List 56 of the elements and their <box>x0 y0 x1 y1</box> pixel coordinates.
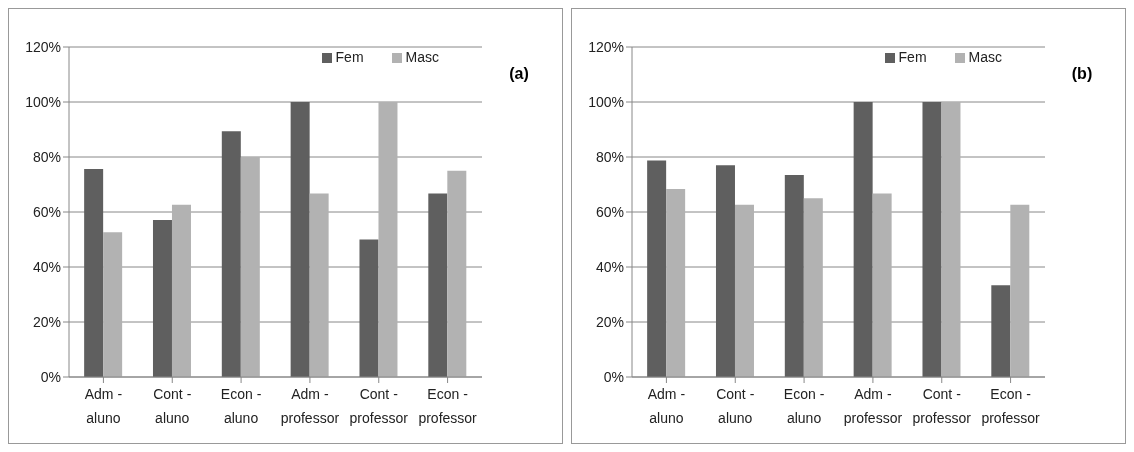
bar <box>991 285 1011 377</box>
bar <box>734 204 754 377</box>
y-tick-label: 20% <box>32 313 61 330</box>
bar <box>1010 204 1030 377</box>
x-tick-label: Adm - professor <box>280 386 340 426</box>
bar <box>447 170 467 377</box>
y-tick-label: 0% <box>603 368 624 385</box>
y-tick-label: 80% <box>32 148 61 165</box>
legend-label: Fem <box>898 49 927 65</box>
bar <box>171 204 191 377</box>
bar <box>647 160 667 377</box>
bar <box>428 193 448 377</box>
y-tick-label: 60% <box>32 203 61 220</box>
y-tick-label: 100% <box>25 93 61 110</box>
y-tick-label: 0% <box>40 368 61 385</box>
bar <box>922 102 942 377</box>
legend-label: Fem <box>335 49 364 65</box>
bar <box>715 165 735 377</box>
y-tick-label: 60% <box>595 203 624 220</box>
x-tick-label: Adm - aluno <box>84 386 123 426</box>
bar <box>84 169 104 377</box>
y-tick-label: 120% <box>25 38 61 55</box>
x-tick-label: Econ - aluno <box>783 386 825 426</box>
y-tick-label: 20% <box>595 313 624 330</box>
bar <box>803 198 823 377</box>
x-tick-label: Econ - aluno <box>220 386 262 426</box>
bar <box>872 193 892 377</box>
bar <box>359 239 379 377</box>
legend-label: Masc <box>968 49 1002 65</box>
bar <box>309 193 329 377</box>
x-tick-label: Cont - professor <box>912 386 972 426</box>
bar <box>853 102 873 377</box>
y-tick-label: 40% <box>32 258 61 275</box>
x-tick-label: Adm - aluno <box>647 386 686 426</box>
x-tick-label: Cont - professor <box>349 386 409 426</box>
bar <box>666 188 686 377</box>
x-tick-label: Cont - aluno <box>153 386 192 426</box>
text: (a) <box>509 65 529 82</box>
y-tick-label: 40% <box>595 258 624 275</box>
x-tick-label: Econ - professor <box>981 386 1041 426</box>
bar <box>941 102 961 377</box>
legend-label: Masc <box>405 49 439 65</box>
bar <box>152 219 172 377</box>
bar <box>290 102 310 377</box>
x-tick-label: Econ - professor <box>418 386 478 426</box>
bar <box>221 131 241 377</box>
y-tick-label: 100% <box>588 93 624 110</box>
text: (b) <box>1071 65 1093 82</box>
y-tick-label: 80% <box>595 148 624 165</box>
x-tick-label: Adm - professor <box>843 386 903 426</box>
y-tick-label: 120% <box>588 38 624 55</box>
bar <box>240 157 260 377</box>
bar <box>378 102 398 377</box>
x-tick-label: Cont - aluno <box>716 386 755 426</box>
bar <box>103 232 123 377</box>
bar <box>784 174 804 377</box>
